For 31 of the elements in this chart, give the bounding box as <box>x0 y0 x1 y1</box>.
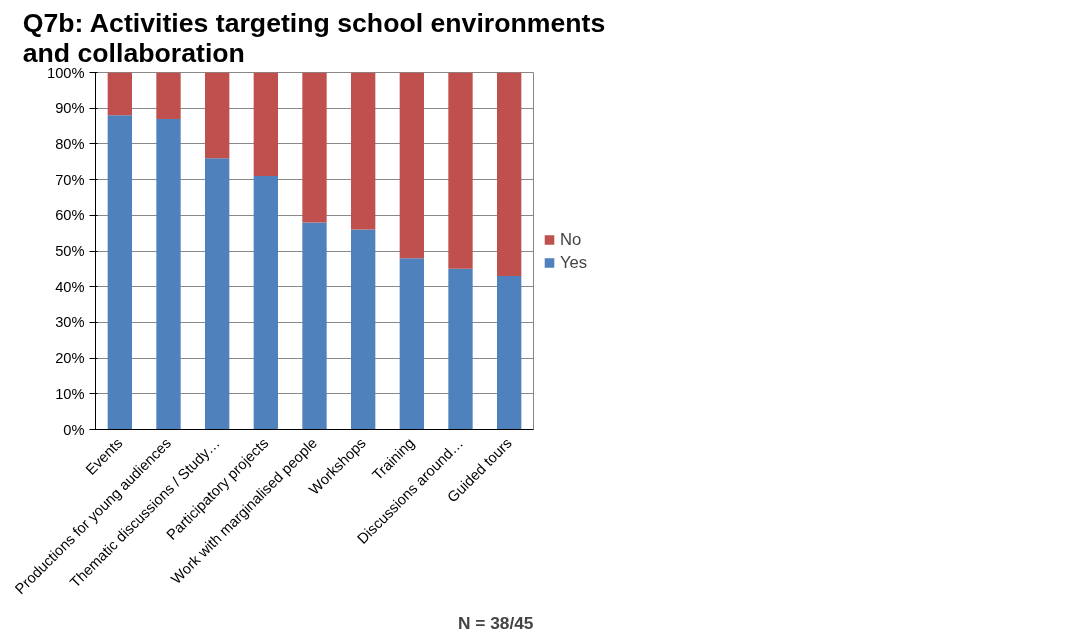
y-tick-label: 90% <box>55 100 85 117</box>
y-tick-label: 20% <box>55 350 85 367</box>
y-tick-label: 0% <box>63 421 85 438</box>
bar <box>156 118 181 430</box>
text: N = 38/45 <box>457 612 534 633</box>
bar <box>156 72 181 119</box>
bar <box>448 268 473 430</box>
y-tick-label: 80% <box>55 135 85 152</box>
legend-label: No <box>560 229 582 249</box>
bar <box>399 72 424 259</box>
y-tick-label: 70% <box>55 171 85 188</box>
y-tick-label: 50% <box>55 243 85 259</box>
bar <box>205 72 230 159</box>
bar <box>497 72 522 276</box>
bar <box>302 222 327 430</box>
bar <box>497 275 522 430</box>
y-tick-label: 60% <box>55 207 85 224</box>
legend-label: Yes <box>560 252 588 272</box>
bar <box>205 158 230 430</box>
bar <box>399 258 424 430</box>
y-tick-label: 40% <box>55 278 85 295</box>
bar <box>448 72 473 269</box>
bar <box>253 176 278 430</box>
bar <box>253 72 278 177</box>
bar <box>351 229 376 430</box>
y-tick-label: 10% <box>55 385 85 402</box>
bar <box>107 72 132 116</box>
bar <box>107 115 132 430</box>
bar <box>351 72 376 230</box>
bar <box>302 72 327 223</box>
y-tick-label: 30% <box>55 314 85 331</box>
